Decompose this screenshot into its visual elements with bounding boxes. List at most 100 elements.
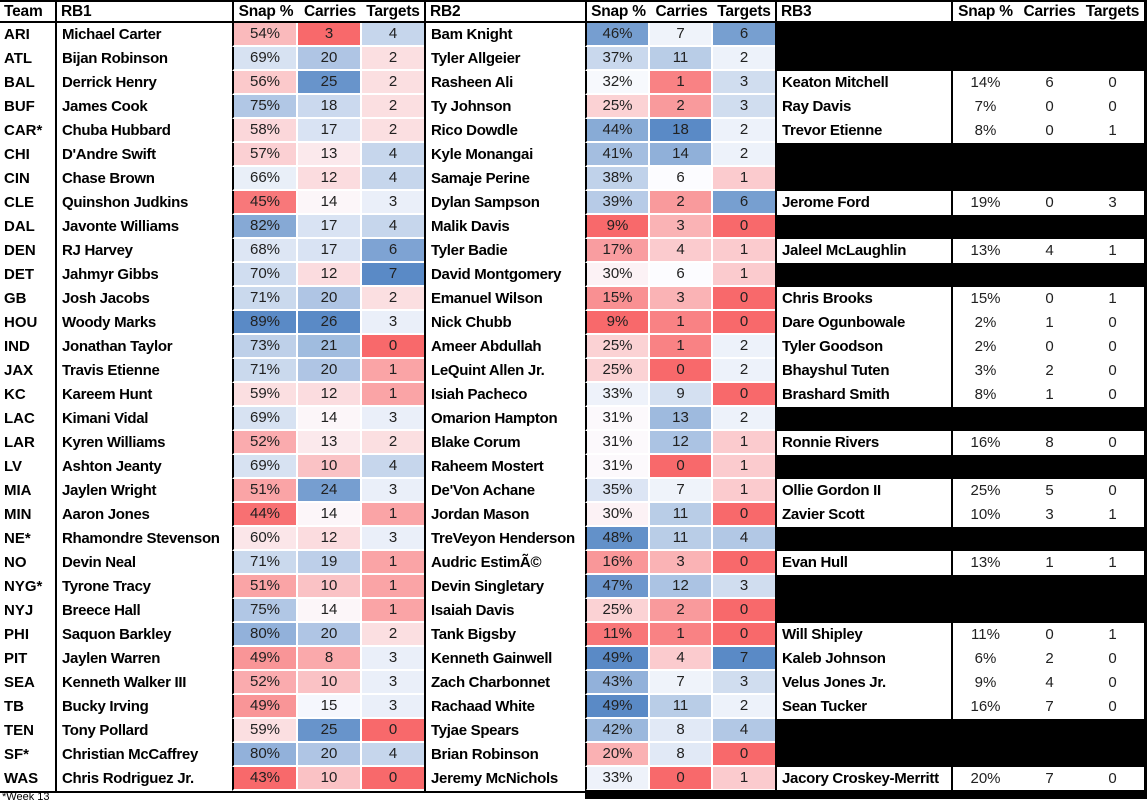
team-cell: TB [4, 698, 24, 715]
rb2-targets-cell: 1 [713, 263, 775, 287]
rb3-name-cell: Zavier Scott [775, 503, 951, 527]
rb2-snap-cell: 37% [585, 47, 650, 71]
col-header-rb1-snap-pct: Snap % [232, 2, 298, 21]
table-row: ARI Michael Carter 54% 3 4 Bam Knight 46% 7 6 [0, 23, 1144, 47]
col-header-rb3-snap-pct: Snap % [951, 2, 1018, 21]
rb3-carries-cell: 1 [1045, 386, 1054, 403]
rb1-carries-cell: 17 [298, 119, 362, 143]
rb3-snap-cell: 16% [951, 695, 1018, 719]
rb1-name-cell: Bijan Robinson [55, 47, 232, 71]
rb1-name-cell: Christian McCaffrey [55, 743, 232, 767]
table-row: GB Josh Jacobs 71% 20 2 Emanuel Wilson 15% 3 0 Ch… [0, 287, 1144, 311]
rb2-carries-cell: 0 [650, 455, 713, 479]
team-cell: HOU [4, 314, 38, 331]
rb2-snap-cell: 33% [585, 767, 650, 791]
rb1-carries-cell: 17 [298, 239, 362, 263]
rb1-snap-cell: 59% [232, 719, 298, 743]
table-body: ARI Michael Carter 54% 3 4 Bam Knight 46% 7 6 ATL… [0, 23, 1147, 793]
rb1-targets-cell: 7 [362, 263, 424, 287]
rb2-snap-cell: 47% [585, 575, 650, 599]
team-cell: BAL [4, 74, 35, 91]
rb1-snap-cell: 71% [232, 359, 298, 383]
rb3-name-cell: Ronnie Rivers [775, 431, 951, 455]
rb1-snap-cell: 54% [232, 23, 298, 47]
rb3-targets-cell: 1 [1108, 554, 1117, 571]
rb1-snap-cell: 58% [232, 119, 298, 143]
rb2-targets-cell: 0 [713, 599, 775, 623]
rb2-carries-cell: 12 [650, 431, 713, 455]
rb1-snap-cell: 68% [232, 239, 298, 263]
rb2-snap-cell: 32% [585, 71, 650, 95]
col-header-rb3-carries: Carries [1023, 3, 1076, 20]
team-cell: SF* [4, 746, 30, 763]
rb3-carries-cell: 0 [1045, 98, 1054, 115]
rb1-name-cell: Josh Jacobs [55, 287, 232, 311]
rb1-targets-cell: 1 [362, 383, 424, 407]
rb2-name-cell: Brian Robinson [424, 743, 585, 767]
rb2-targets-cell: 1 [713, 479, 775, 503]
rb2-carries-cell: 8 [650, 743, 713, 767]
rb1-name-cell: Tony Pollard [55, 719, 232, 743]
rb2-carries-cell: 0 [650, 767, 713, 791]
rb2-targets-cell: 0 [713, 383, 775, 407]
table-row: DEN RJ Harvey 68% 17 6 Tyler Badie 17% 4 1 Jaleel… [0, 239, 1144, 263]
rb1-targets-cell: 0 [362, 719, 424, 743]
rb2-name-cell: Kenneth Gainwell [424, 647, 585, 671]
rb3-targets-cell: 0 [1108, 338, 1117, 355]
rb3-name-cell: Chris Brooks [775, 287, 951, 311]
rb3-snap-cell: 7% [951, 95, 1018, 119]
rb2-name-cell: Tyler Allgeier [424, 47, 585, 71]
rb2-carries-cell: 2 [650, 191, 713, 215]
rb1-targets-cell: 4 [362, 23, 424, 47]
table-row: NYJ Breece Hall 75% 14 1 Isaiah Davis 25% 2 0 [0, 599, 1144, 623]
rb2-carries-cell: 9 [650, 383, 713, 407]
rb3-carries-cell: 4 [1045, 674, 1054, 691]
rb2-targets-cell: 2 [713, 407, 775, 431]
rb3-carries-cell: 4 [1045, 242, 1054, 259]
rb3-targets-cell: 0 [1108, 314, 1117, 331]
rb1-snap-cell: 45% [232, 191, 298, 215]
rb1-name-cell: Rhamondre Stevenson [55, 527, 232, 551]
col-header-rb3-targets: Targets [1085, 3, 1140, 20]
rb2-targets-cell: 0 [713, 623, 775, 647]
rb2-snap-cell: 30% [585, 503, 650, 527]
team-cell: CLE [4, 194, 34, 211]
rb3-targets-cell: 0 [1108, 98, 1117, 115]
rb1-name-cell: Travis Etienne [55, 359, 232, 383]
rb3-snap-cell: 25% [951, 479, 1018, 503]
rb3-blackout-cell [775, 455, 1144, 479]
rb3-name-cell: Kaleb Johnson [775, 647, 951, 671]
rb1-snap-cell: 66% [232, 167, 298, 191]
rb1-snap-cell: 60% [232, 527, 298, 551]
rb1-carries-cell: 12 [298, 263, 362, 287]
rb2-carries-cell: 0 [650, 359, 713, 383]
rb1-carries-cell: 12 [298, 167, 362, 191]
table-row: CIN Chase Brown 66% 12 4 Samaje Perine 38% 6 1 [0, 167, 1144, 191]
rb2-carries-cell: 1 [650, 71, 713, 95]
rb2-name-cell: Omarion Hampton [424, 407, 585, 431]
rb2-name-cell: Audric EstimÃ© [424, 551, 585, 575]
rb2-snap-cell: 41% [585, 143, 650, 167]
rb2-snap-cell: 16% [585, 551, 650, 575]
rb2-snap-cell: 49% [585, 695, 650, 719]
rb3-snap-cell: 2% [951, 311, 1018, 335]
rb1-targets-cell: 0 [362, 767, 424, 791]
rb2-snap-cell: 33% [585, 383, 650, 407]
rb3-blackout-cell [775, 575, 1144, 599]
table-row: LAC Kimani Vidal 69% 14 3 Omarion Hampton 31% 1… [0, 407, 1144, 431]
table-row: SEA Kenneth Walker III 52% 10 3 Zach Charbonn… [0, 671, 1144, 695]
rb2-snap-cell: 30% [585, 263, 650, 287]
rb1-carries-cell: 21 [298, 335, 362, 359]
table-row: BAL Derrick Henry 56% 25 2 Rasheen Ali 32% 1 3 Ke… [0, 71, 1144, 95]
bottom-border-bar [585, 790, 1147, 799]
rb2-targets-cell: 7 [713, 647, 775, 671]
rb1-carries-cell: 12 [298, 527, 362, 551]
rb2-name-cell: Isaiah Davis [424, 599, 585, 623]
team-cell: NYG* [4, 578, 43, 595]
table-row: CAR* Chuba Hubbard 58% 17 2 Rico Dowdle 44% 18 2… [0, 119, 1144, 143]
rb2-carries-cell: 2 [650, 599, 713, 623]
table-row: ATL Bijan Robinson 69% 20 2 Tyler Allgeier 37%… [0, 47, 1144, 71]
rb1-carries-cell: 10 [298, 767, 362, 791]
rb3-name-cell: Dare Ogunbowale [775, 311, 951, 335]
team-cell: PIT [4, 650, 28, 667]
